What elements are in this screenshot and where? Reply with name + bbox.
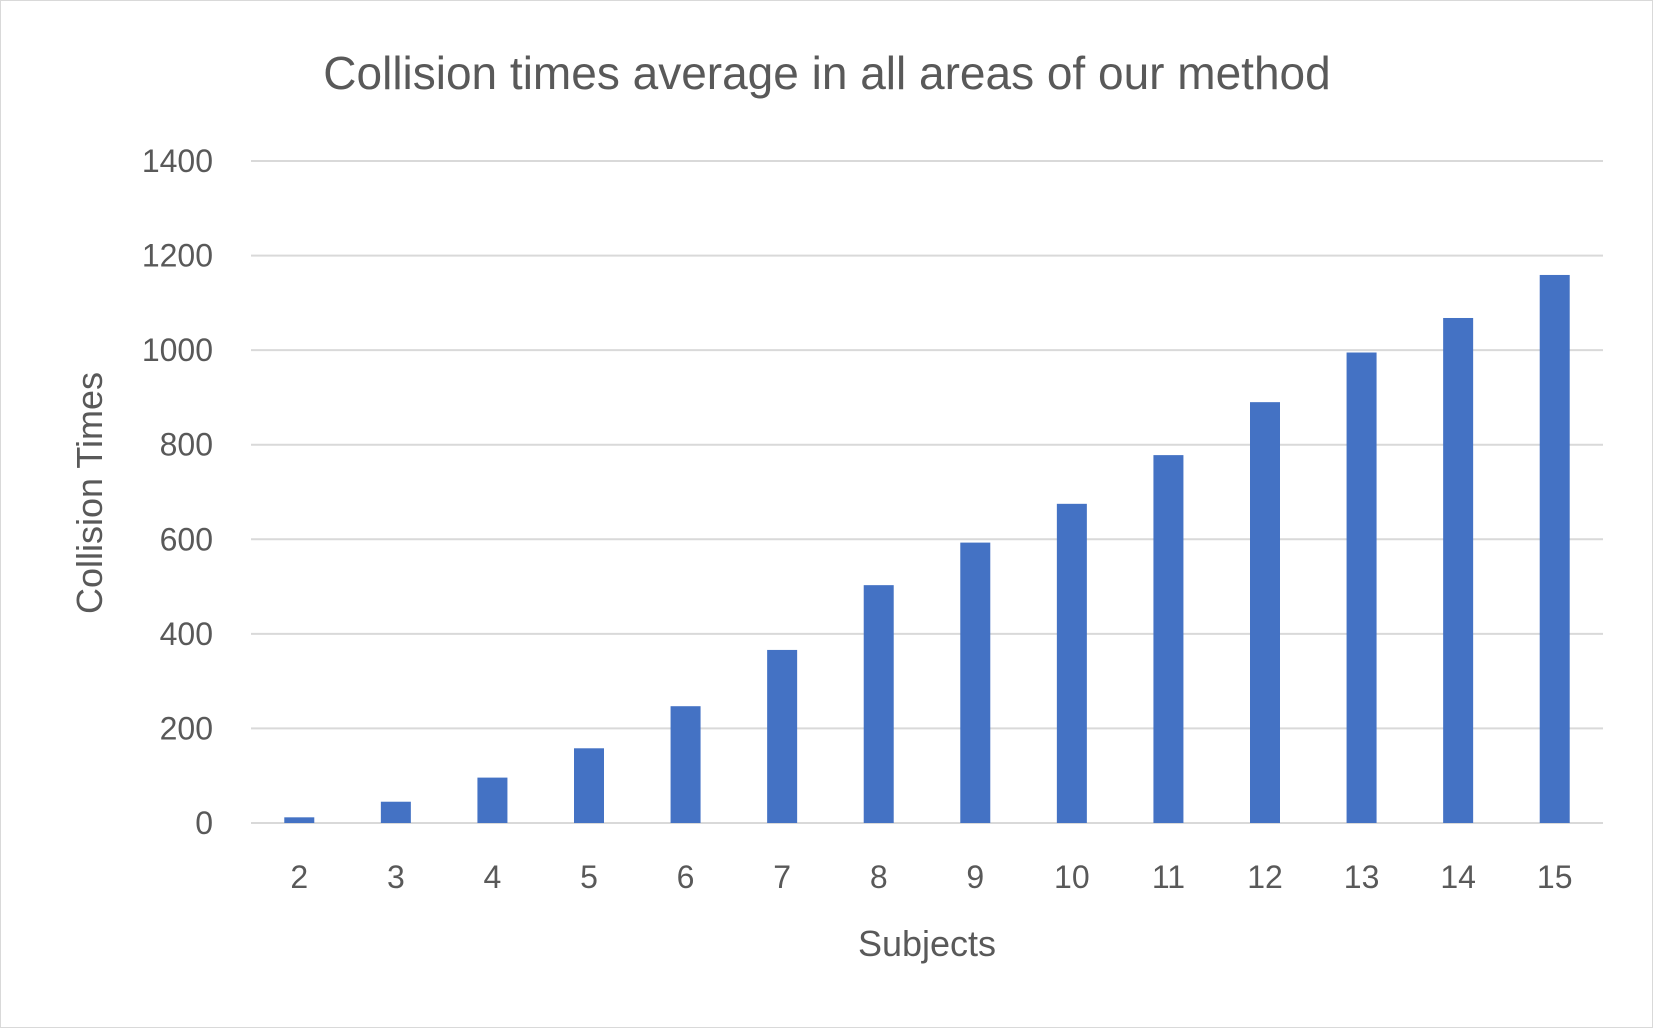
bars [284, 274, 1570, 823]
y-tick-label: 200 [160, 710, 213, 746]
x-tick-label: 9 [966, 859, 984, 895]
bar [284, 817, 315, 823]
y-tick-label: 1200 [142, 238, 213, 274]
y-tick-label: 1000 [142, 332, 213, 368]
y-axis-label: Collision Times [69, 372, 110, 614]
x-axis-label: Subjects [858, 923, 996, 964]
y-tick-label: 800 [160, 427, 213, 463]
bar [767, 649, 798, 823]
x-tick-label: 11 [1152, 859, 1185, 895]
x-tick-label: 8 [870, 859, 888, 895]
bar [1250, 402, 1280, 823]
x-tick-label: 6 [677, 859, 695, 895]
x-tick-label: 10 [1054, 859, 1090, 895]
x-tick-label: 15 [1537, 859, 1573, 895]
bar [574, 748, 604, 823]
x-tick-label: 12 [1247, 859, 1283, 895]
bar [1443, 317, 1474, 823]
x-tick-label: 4 [484, 859, 502, 895]
bar [1346, 352, 1377, 823]
x-tick-labels: 2 3 4 5 6 7 8 9 10 11 12 13 14 15 [290, 859, 1572, 895]
x-tick-label: 13 [1344, 859, 1380, 895]
gridlines [251, 160, 1603, 824]
bar [477, 777, 508, 823]
x-tick-label: 7 [773, 859, 791, 895]
y-tick-label: 600 [160, 521, 213, 557]
y-tick-label: 0 [195, 805, 213, 841]
bar [1056, 503, 1087, 823]
bar [670, 706, 701, 823]
x-tick-label: 5 [580, 859, 598, 895]
bar [380, 801, 411, 823]
bar [1153, 455, 1184, 823]
x-tick-label: 3 [387, 859, 405, 895]
bar [960, 542, 991, 823]
chart-title: Collision times average in all areas of … [323, 47, 1330, 99]
y-tick-label: 400 [160, 616, 213, 652]
bar [863, 585, 894, 823]
y-tick-label: 1400 [142, 143, 213, 179]
y-tick-labels: 0 200 400 600 800 1000 1200 1400 [142, 143, 213, 841]
x-tick-label: 2 [290, 859, 308, 895]
bar [1539, 274, 1570, 823]
x-tick-label: 14 [1440, 859, 1476, 895]
